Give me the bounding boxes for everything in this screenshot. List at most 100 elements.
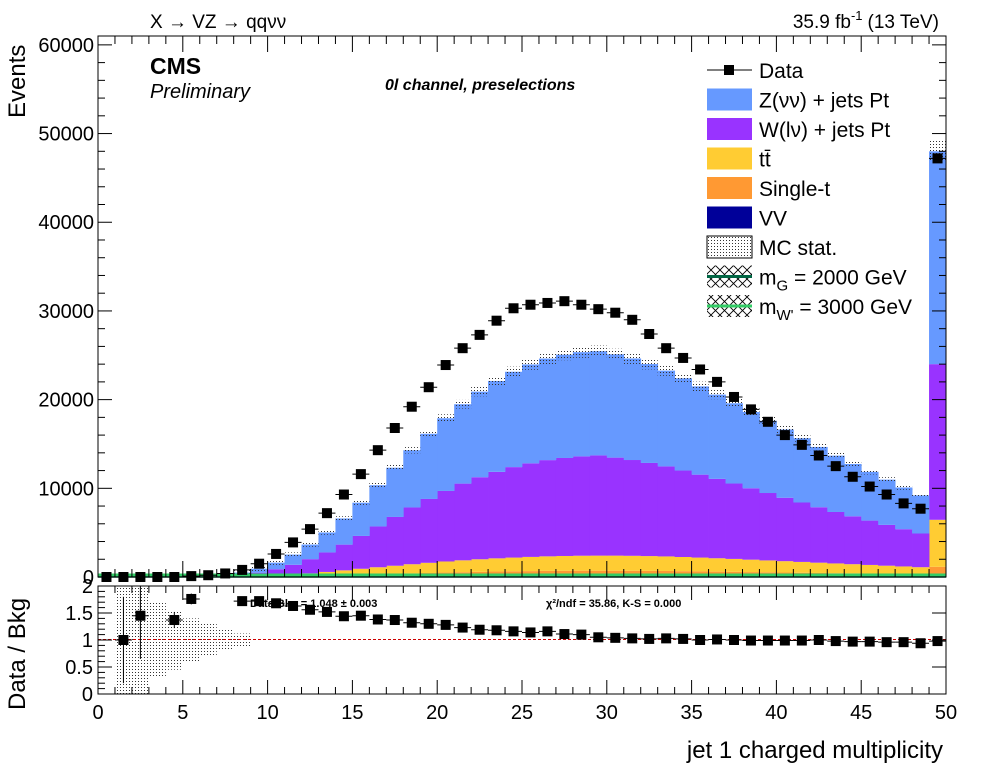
data-point: [237, 564, 248, 575]
stack-bar: [267, 569, 285, 576]
ratio-point: [915, 638, 926, 649]
ratio-point: [169, 615, 180, 626]
mc-stat-band-bin: [505, 366, 522, 377]
ratio-band-bin: [233, 633, 251, 647]
data-point: [220, 568, 231, 579]
ratio-panel: 0 0.5 1 1.5 2 0 5 10 15 20 25 30 35 40 45 50 Data/Bkg …: [4, 576, 957, 764]
stack-bar: [623, 460, 642, 556]
data-point: [203, 570, 214, 581]
data-point: [288, 537, 299, 548]
ratio-point: [661, 633, 672, 644]
ratio-point: [321, 606, 332, 617]
legend-label: Z(νν) + jets Pt: [759, 90, 889, 113]
stack-bar: [403, 507, 421, 565]
ratio-point: [729, 635, 739, 645]
mc-stat-band-bin: [403, 447, 421, 454]
legend-data-marker: [724, 65, 734, 75]
data-point: [898, 498, 909, 509]
data-point: [372, 445, 383, 456]
mc-stat-band-bin: [267, 560, 285, 565]
mc-stat-band-bin: [471, 387, 489, 397]
ratio-point: [542, 626, 553, 637]
stack-bar: [606, 457, 625, 556]
stack-bar: [403, 450, 421, 508]
ratio-point: [898, 637, 909, 648]
stack-bar: [538, 570, 557, 576]
stack-bar: [301, 559, 319, 574]
mc-stat-band-bin: [454, 399, 472, 409]
stack-bar: [827, 563, 845, 574]
data-point: [406, 401, 417, 412]
stack-bar: [776, 561, 794, 573]
stack-bar: [454, 404, 472, 484]
stack-bar: [522, 571, 540, 576]
ratio-point: [118, 635, 129, 645]
legend-swatch: [707, 177, 752, 199]
data-point: [355, 469, 366, 480]
stack-bar: [505, 371, 523, 468]
ratio-point: [372, 614, 383, 625]
stack-bar: [555, 354, 574, 458]
data-point: [881, 489, 892, 500]
stack-bar: [386, 565, 404, 574]
stack-bar: [623, 570, 642, 576]
stack-bar: [827, 511, 845, 564]
stack-bar: [844, 516, 862, 565]
stack-bar: [420, 433, 438, 499]
stack-bar: [691, 474, 709, 558]
mc-stat-band-bin: [589, 345, 607, 357]
mc-stat-band-bin: [691, 381, 709, 392]
stack-bar: [929, 364, 947, 520]
stack-bar: [488, 558, 506, 572]
stack-bar: [623, 358, 642, 461]
ratio-y-tick-label: 0: [82, 684, 93, 706]
mc-stat-band-bin: [572, 346, 590, 358]
ratio-point: [932, 636, 943, 647]
y-tick-label: 0: [83, 567, 94, 589]
ratio-point: [779, 635, 790, 646]
stack-bar: [538, 460, 557, 557]
stack-bar: [640, 556, 659, 571]
stack-bar: [674, 378, 692, 471]
stack-bar: [657, 370, 676, 467]
x-tick-label: 35: [680, 702, 702, 724]
legend-swatch: [707, 118, 752, 140]
ratio-point: [864, 636, 875, 647]
stack-bar: [420, 498, 438, 563]
ratio-point: [593, 632, 604, 643]
y-tick-label: 10000: [38, 478, 94, 500]
stack-bar: [878, 565, 896, 574]
stack-bar: [810, 446, 828, 508]
stack-bar: [725, 403, 743, 484]
mc-stat-band-bin: [623, 353, 641, 364]
data-point: [271, 548, 282, 559]
ratio-y-tick-label: 2: [82, 576, 93, 598]
stack-bar: [606, 570, 625, 576]
mc-stat-band-bin: [861, 469, 879, 475]
legend-label: MC stat.: [759, 237, 837, 260]
ratio-point: [576, 629, 587, 640]
data-point: [254, 558, 265, 569]
mc-stat-band-bin: [369, 482, 387, 488]
x-tick-label: 25: [511, 702, 533, 724]
stack-bar: [572, 456, 591, 556]
ratio-point: [186, 593, 197, 604]
legend-label: mG = 2000 GeV: [759, 267, 907, 295]
stack-bar: [657, 570, 676, 576]
stack-bar: [420, 562, 438, 574]
stack-bar: [895, 566, 913, 575]
x-tick-label: 40: [765, 702, 787, 724]
ratio-point: [406, 617, 417, 628]
data-point: [305, 524, 315, 535]
stack-bar: [386, 516, 404, 566]
data-point: [796, 439, 807, 450]
stack-bar: [725, 558, 743, 572]
mc-stat-band-bin: [725, 398, 743, 408]
x-tick-label: 0: [92, 702, 103, 724]
data-point: [762, 416, 773, 427]
data-point: [729, 391, 739, 402]
data-point: [678, 352, 689, 363]
stack-bar: [708, 478, 726, 559]
data-point: [186, 571, 197, 582]
mc-stat-band-bin: [301, 542, 319, 547]
